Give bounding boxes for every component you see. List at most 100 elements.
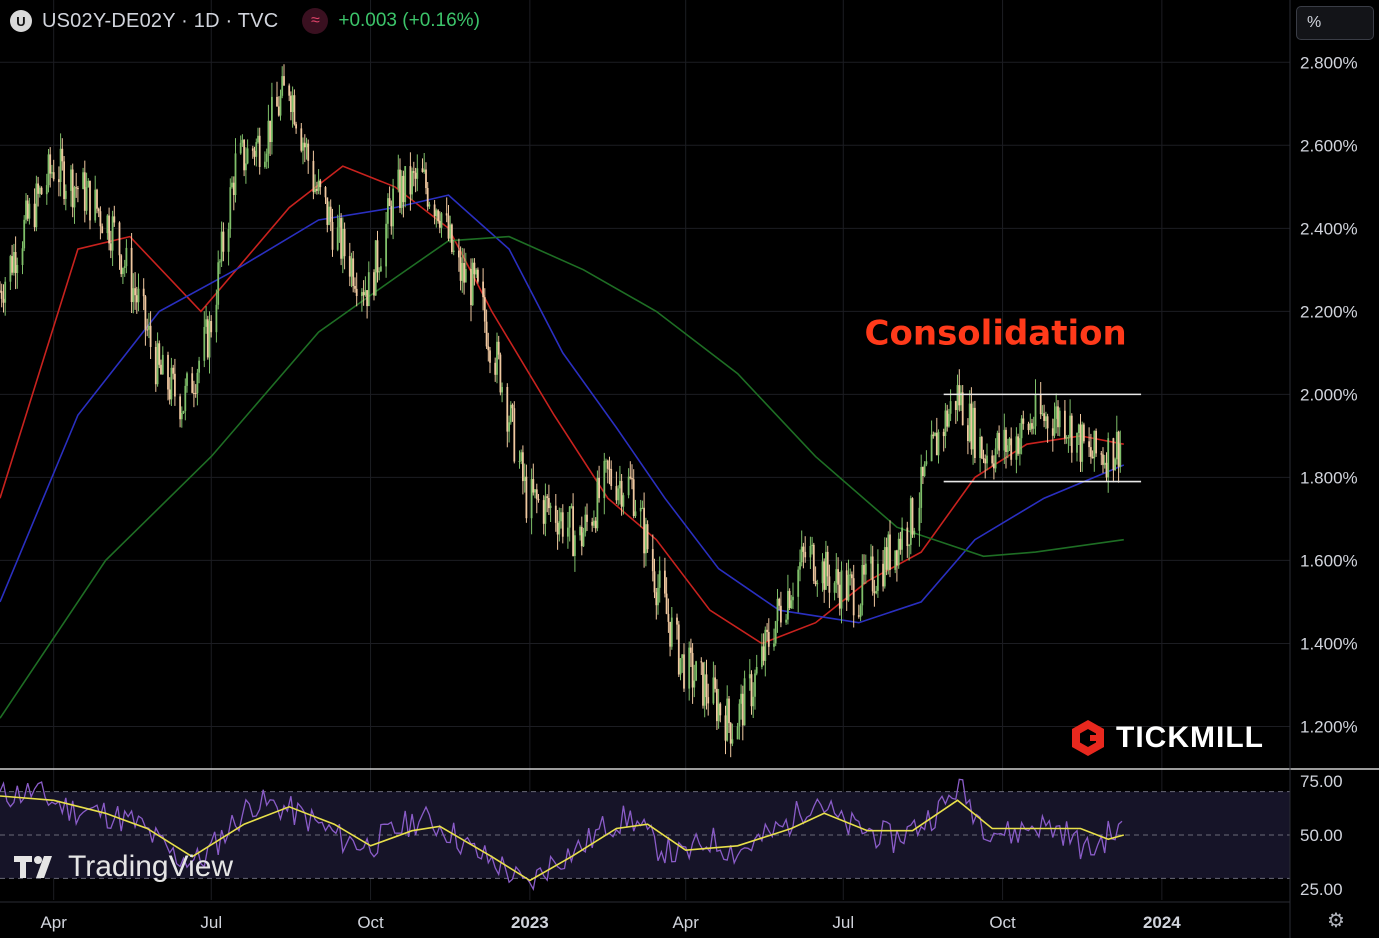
candle-body: [556, 522, 559, 535]
candle-body: [83, 172, 86, 211]
candle-body: [203, 327, 206, 361]
candle-body: [1081, 424, 1084, 462]
candle-body: [1076, 433, 1078, 453]
candle-body: [1115, 431, 1118, 460]
candle-body: [726, 698, 729, 741]
candle-body: [0, 291, 3, 299]
candle-body: [336, 227, 339, 250]
candle-body: [59, 148, 62, 182]
time-axis-tick-label: Apr: [672, 913, 699, 932]
candle-body: [428, 204, 431, 207]
candle-body: [864, 563, 867, 575]
candle-body: [501, 387, 503, 393]
candle-body: [94, 189, 97, 221]
candle-body: [932, 434, 935, 436]
candle-body: [724, 715, 727, 741]
candle-body: [355, 288, 358, 296]
candle-body: [800, 546, 803, 563]
candle-body: [688, 647, 691, 689]
candle-body: [1064, 410, 1066, 439]
candle-body: [291, 95, 294, 112]
time-axis-tick-label: Oct: [989, 913, 1016, 932]
candle-body: [548, 498, 550, 509]
candle-body: [243, 139, 245, 171]
candle-body: [120, 255, 123, 275]
candle-body: [508, 422, 510, 432]
price-axis-tick-label: 1.400%: [1300, 634, 1358, 653]
candle-body: [570, 506, 573, 508]
candle-body: [14, 252, 17, 273]
candle-body: [544, 496, 547, 524]
candle-body: [28, 203, 31, 219]
candle-body: [1019, 438, 1021, 454]
candle-body: [2, 298, 5, 303]
candle-body: [16, 265, 19, 273]
candle-body: [894, 550, 897, 570]
candle-body: [132, 288, 135, 303]
price-axis-tick-label: 2.400%: [1300, 219, 1358, 238]
candle-body: [1055, 406, 1058, 419]
candle-body: [670, 617, 673, 647]
scale-percent-button[interactable]: %: [1296, 6, 1374, 40]
candle-body: [925, 461, 928, 465]
candle-body: [85, 187, 88, 211]
candle-body: [852, 578, 855, 616]
candle-body: [1043, 413, 1045, 421]
candle-body: [546, 496, 549, 498]
candle-body: [833, 582, 836, 593]
candle-body: [314, 188, 316, 193]
candle-body: [158, 343, 161, 365]
candle-body: [761, 646, 763, 667]
candle-body: [283, 76, 285, 86]
tickmill-logo-icon: [1072, 720, 1104, 756]
candle-body: [712, 677, 715, 704]
candle-body: [361, 292, 363, 296]
candle-body: [774, 621, 777, 644]
candle-body: [154, 347, 157, 385]
candle-body: [451, 224, 453, 252]
candle-body: [350, 258, 353, 277]
candle-body: [972, 407, 974, 450]
candle-body: [676, 617, 678, 625]
candle-body: [253, 150, 256, 157]
candle-body: [691, 653, 694, 688]
candle-body: [906, 527, 909, 546]
candle-body: [160, 364, 162, 375]
candle-body: [1117, 431, 1120, 467]
candle-body: [535, 489, 538, 499]
candle-body: [265, 153, 268, 162]
candle-body: [174, 373, 176, 397]
symbol-title[interactable]: US02Y-DE02Y · 1D · TVC: [42, 9, 279, 32]
candle-body: [219, 261, 221, 263]
candle-body: [764, 629, 767, 661]
candle-body: [497, 341, 500, 355]
settings-gear-icon[interactable]: ⚙: [1327, 910, 1345, 932]
candle-body: [264, 161, 266, 167]
candle-body: [245, 163, 247, 171]
candle-body: [911, 498, 914, 535]
candle-body: [690, 647, 692, 653]
candle-body: [438, 221, 441, 228]
candle-body: [787, 590, 789, 620]
candle-body: [1027, 423, 1030, 431]
candle-body: [425, 169, 427, 188]
candle-body: [423, 169, 426, 172]
candle-body: [885, 547, 888, 570]
price-change: +0.003 (+0.16%): [338, 10, 480, 31]
candles: [0, 64, 1122, 758]
price-axis-tick-label: 1.600%: [1300, 551, 1358, 570]
candle-body: [889, 534, 891, 570]
candle-body: [792, 596, 794, 601]
candle-body: [930, 434, 933, 462]
candle-body: [799, 562, 801, 570]
candle-body: [458, 250, 460, 258]
candle-body: [64, 190, 67, 199]
candle-body: [693, 680, 696, 688]
candle-body: [970, 403, 973, 450]
candle-body: [863, 565, 865, 575]
candle-body: [664, 570, 666, 594]
candle-body: [496, 341, 498, 375]
